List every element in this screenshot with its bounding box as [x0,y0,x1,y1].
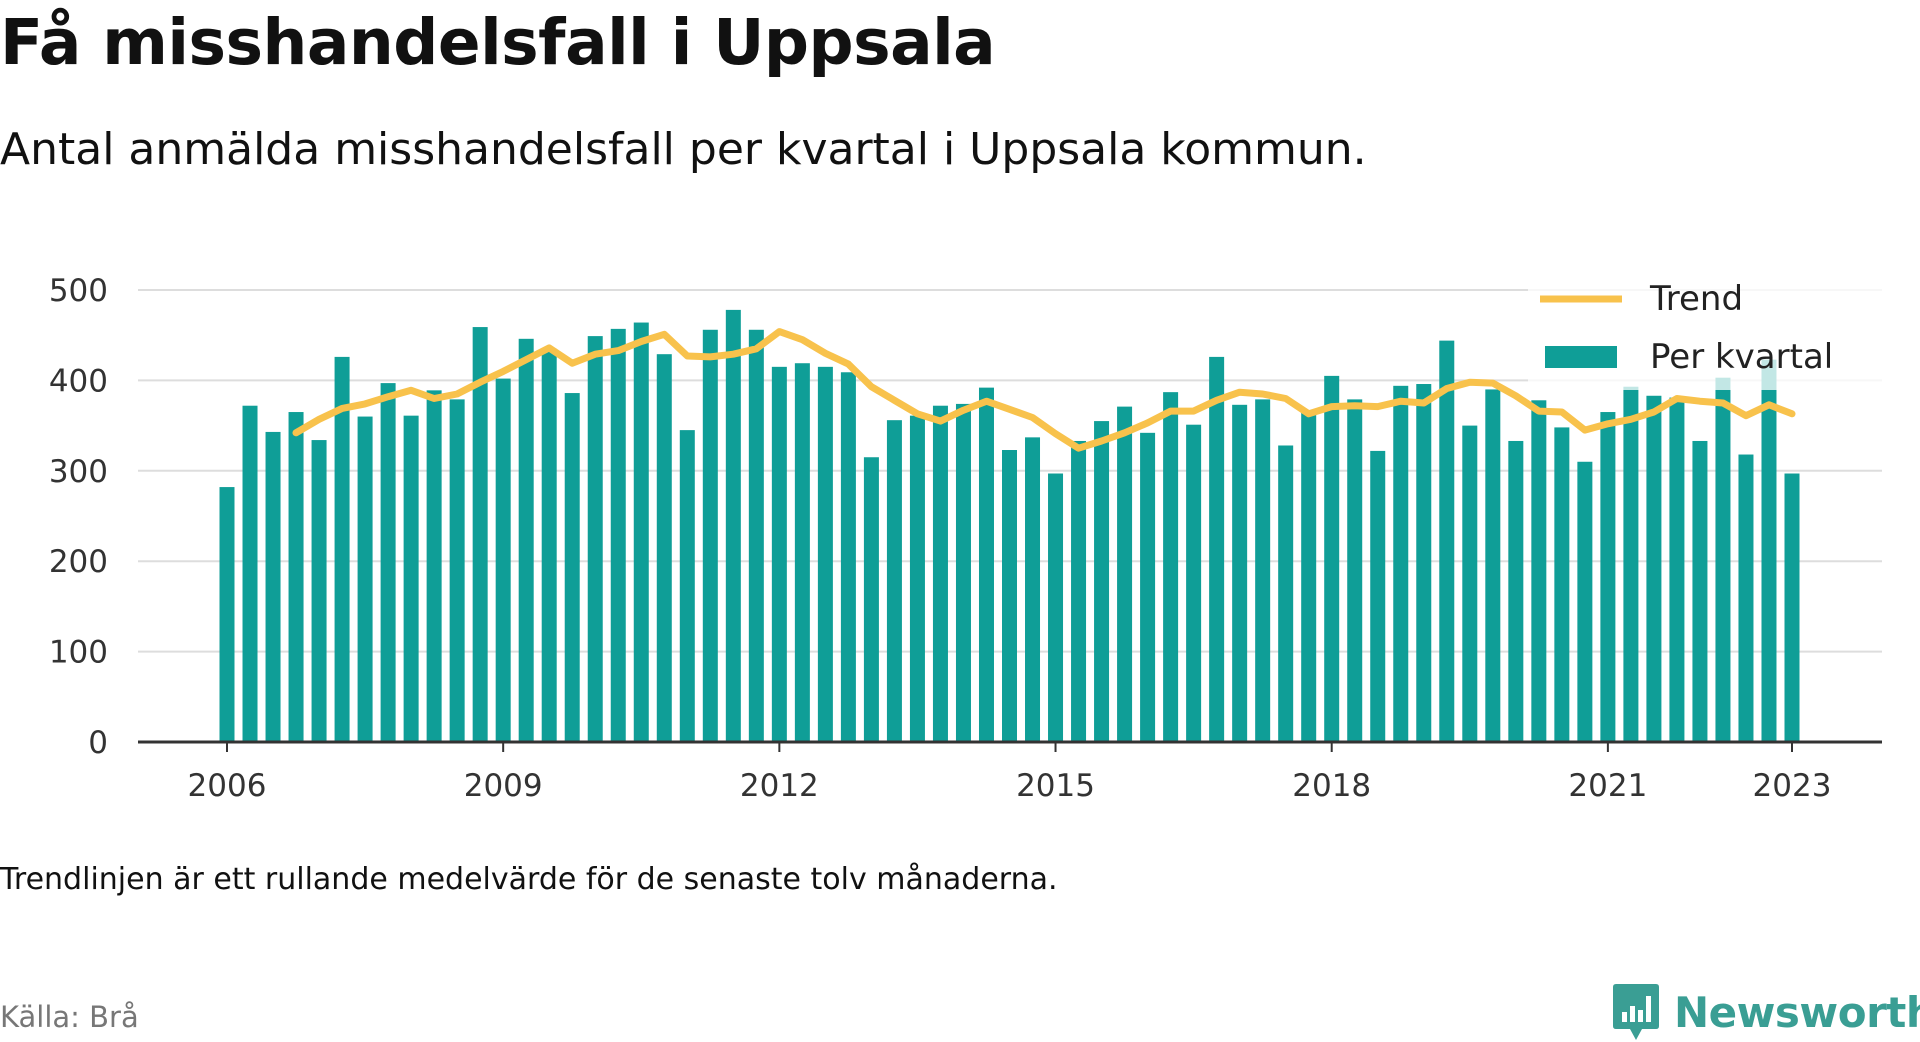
bar [587,336,603,742]
bar [1324,375,1340,742]
bar [1508,440,1524,742]
x-tick-label: 2021 [1568,768,1647,804]
bar [1577,461,1593,742]
bar [1347,399,1363,742]
bar [1784,473,1800,742]
x-tick-label: 2006 [188,768,267,804]
bar [1692,440,1708,742]
bar [1255,399,1271,742]
y-tick-label: 300 [49,454,108,490]
bar [1140,432,1156,742]
bar [265,431,281,742]
bar [886,420,902,742]
bar [334,356,350,742]
bar [1646,395,1662,742]
bar [472,327,488,742]
bar [978,387,994,742]
bar [1485,389,1501,742]
source-label: Källa: Brå [0,1000,139,1034]
y-tick-label: 200 [49,544,108,580]
bar [242,405,258,742]
x-tick-label: 2009 [464,768,543,804]
bar [771,366,787,742]
bar [1071,440,1087,742]
bar [817,366,833,742]
bar [1761,359,1777,742]
legend-bar-swatch [1545,346,1617,368]
bar [1715,377,1731,742]
bar [1232,404,1248,742]
bar [1738,454,1754,742]
x-axis: 2006 2009 2012 2015 2018 2021 2023 [138,740,1882,804]
legend-bar-label: Per kvartal [1650,337,1833,377]
x-tick-label: 2018 [1292,768,1371,804]
bar [1048,473,1064,742]
bar [1600,412,1616,742]
legend-trend-label: Trend [1649,279,1743,319]
bar [541,348,557,742]
bar [1370,450,1386,742]
bar [1186,424,1202,742]
y-tick-label: 0 [88,725,108,761]
bar [403,415,419,742]
bar [1462,425,1478,742]
bar [1301,410,1317,742]
bar [1209,356,1225,742]
newsworthy-logo-icon [1613,984,1659,1040]
bar [1002,450,1017,742]
bar [656,354,672,742]
bar [1623,386,1639,742]
bar [219,487,235,742]
bar [1278,445,1294,742]
bar [1416,384,1432,742]
bar [311,440,327,742]
chart: 0 100 200 300 400 500 2006 2009 2012 2015 2018 202… [48,273,1900,804]
bar [1094,421,1110,742]
bar [449,399,465,742]
bar [679,430,695,742]
y-tick-label: 400 [49,363,108,399]
bar [633,322,649,742]
bar [840,372,856,742]
bar [725,309,741,742]
bar [1554,427,1570,742]
bar [1393,385,1409,742]
bars [219,309,1800,742]
bar [1025,437,1041,742]
footnote: Trendlinjen är ett rullande medelvärde f… [0,862,1058,897]
bar [380,383,396,742]
bar [564,393,580,742]
y-axis-labels: 0 100 200 300 400 500 [49,273,108,761]
bar [495,378,511,742]
bar [426,390,442,742]
bar [1163,392,1179,742]
bar [863,457,879,742]
bar [610,328,626,742]
bar [909,415,925,742]
bar [702,329,718,742]
bar [1117,406,1133,742]
bar [357,416,373,742]
x-tick-label: 2023 [1753,768,1832,804]
bar [1669,397,1685,742]
bar [1531,400,1547,742]
legend: Trend Per kvartal [1528,278,1900,390]
bar [955,403,971,742]
bar [794,363,810,742]
trend-line [292,328,1796,452]
bar [932,405,948,742]
bar [1439,340,1455,742]
newsworthy-logo: Newsworthy [1612,982,1920,1042]
chart-subtitle: Antal anmälda misshandelsfall per kvarta… [0,124,1367,175]
x-tick-label: 2015 [1016,768,1095,804]
trend-line-group [292,328,1796,452]
bar [288,412,304,742]
y-tick-label: 500 [49,273,108,309]
y-tick-label: 100 [49,635,108,671]
logo-text: Newsworthy [1674,987,1920,1037]
bar [748,329,764,742]
bar [518,338,534,742]
x-tick-label: 2012 [740,768,819,804]
chart-title: Få misshandelsfall i Uppsala [0,6,996,79]
